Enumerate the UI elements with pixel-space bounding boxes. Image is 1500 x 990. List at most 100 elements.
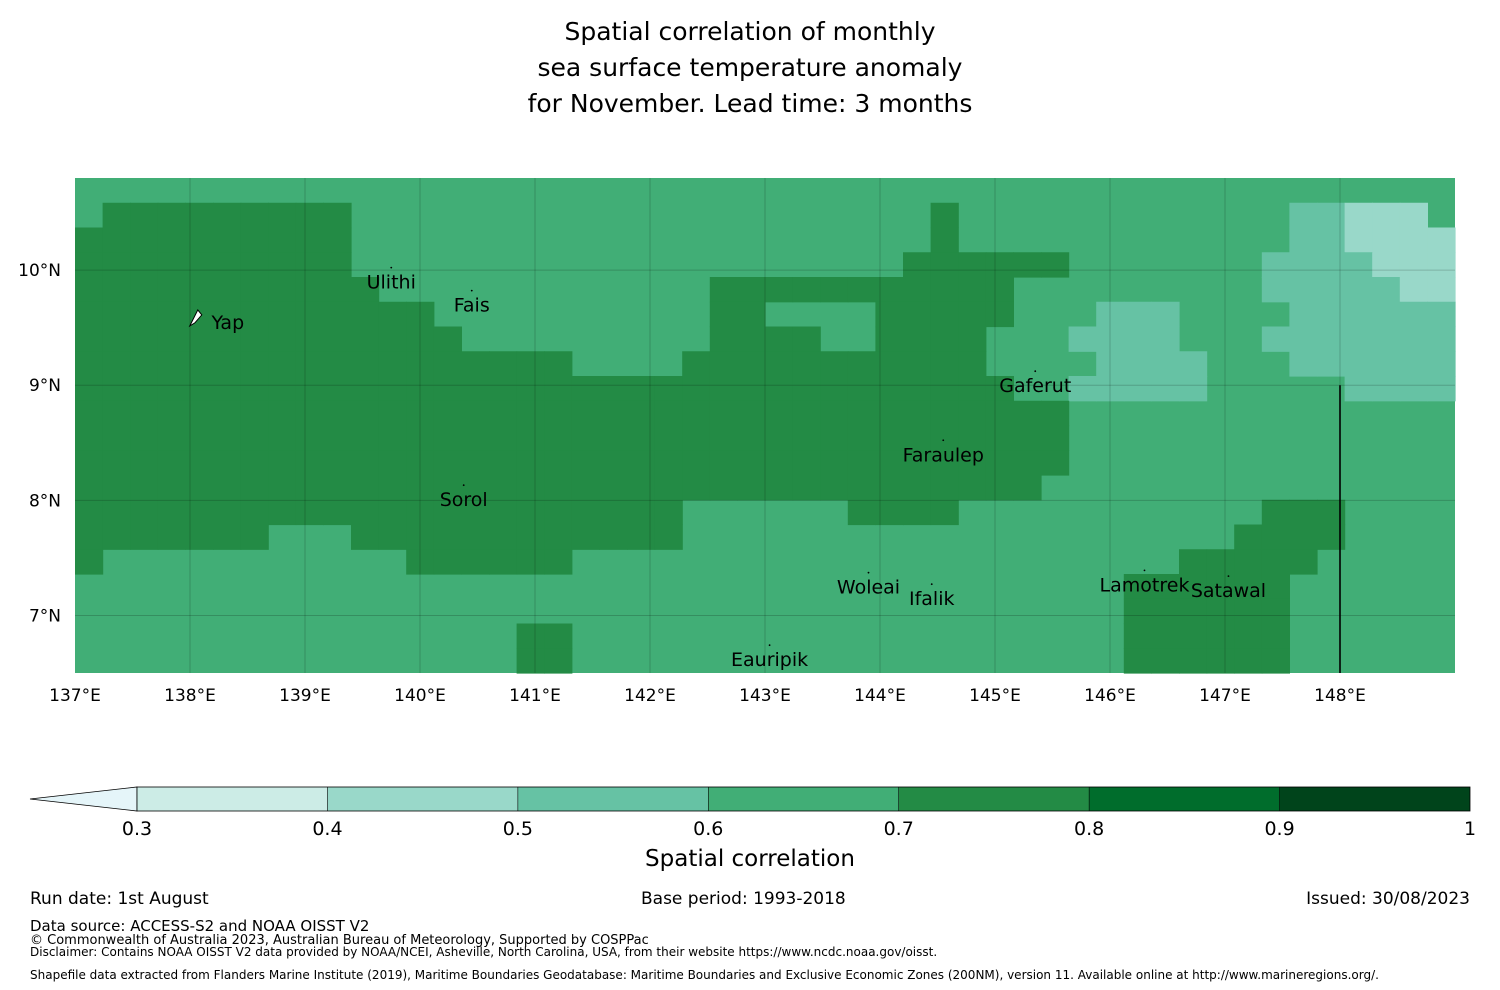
heatmap-cell	[1261, 574, 1290, 600]
heatmap-cell	[875, 499, 904, 526]
heatmap-cell	[1427, 376, 1456, 402]
heatmap-cell	[157, 450, 186, 476]
heatmap-cell	[1261, 648, 1290, 674]
heatmap-cell	[903, 326, 932, 352]
heatmap-cell	[903, 450, 932, 476]
heatmap-cell	[268, 202, 297, 229]
heatmap-cell	[737, 475, 766, 501]
heatmap-cell	[323, 301, 352, 328]
heatmap-cell	[130, 475, 159, 501]
heatmap-cell	[875, 475, 904, 501]
heatmap-cell	[130, 301, 159, 328]
lon-tick-label: 146°E	[1084, 686, 1136, 706]
heatmap-cell	[654, 425, 683, 451]
heatmap-cell	[378, 376, 407, 402]
heatmap-cell	[461, 400, 490, 427]
heatmap-cell	[820, 351, 849, 377]
heatmap-cell	[157, 351, 186, 377]
heatmap-cell	[240, 499, 269, 526]
heatmap-cell	[820, 400, 849, 427]
heatmap-cell	[378, 524, 407, 550]
lon-tick-label: 140°E	[394, 686, 446, 706]
data-source: Data source: ACCESS-S2 and NOAA OISST V2	[30, 917, 370, 935]
heatmap-cell	[903, 425, 932, 451]
heatmap-cell	[1261, 549, 1290, 575]
heatmap-cell	[461, 549, 490, 575]
heatmap-cell	[130, 499, 159, 526]
heatmap-cell	[1151, 326, 1180, 352]
island-dot	[1034, 370, 1037, 373]
heatmap-cell	[185, 227, 214, 253]
colorbar-tick-label: 0.4	[312, 818, 342, 840]
heatmap-cell	[323, 326, 352, 352]
heatmap-cell	[323, 351, 352, 377]
heatmap-cell	[903, 475, 932, 501]
heatmap-cell	[185, 202, 214, 229]
heatmap-cell	[1399, 202, 1428, 229]
heatmap-cell	[75, 301, 104, 328]
heatmap-cell	[1041, 425, 1070, 451]
heatmap-cell	[240, 202, 269, 229]
colorbar-tick-label: 0.3	[122, 818, 152, 840]
heatmap-cell	[1068, 326, 1097, 352]
heatmap-cell	[1399, 301, 1428, 328]
heatmap-cell	[544, 475, 573, 501]
heatmap-cell	[213, 524, 242, 550]
heatmap-cell	[737, 326, 766, 352]
heatmap-cell	[1206, 598, 1235, 625]
heatmap-cell	[1123, 301, 1152, 328]
heatmap-cell	[627, 499, 656, 526]
heatmap-cell	[75, 450, 104, 476]
heatmap-cell	[627, 400, 656, 427]
heatmap-cell	[958, 475, 987, 501]
heatmap-cell	[1289, 549, 1318, 575]
heatmap-cell	[654, 499, 683, 526]
heatmap-cell	[378, 450, 407, 476]
heatmap-cell	[930, 202, 959, 229]
heatmap-cell	[958, 376, 987, 402]
heatmap-cell	[378, 425, 407, 451]
heatmap-cell	[240, 252, 269, 278]
heatmap-cell	[323, 499, 352, 526]
heatmap-cell	[75, 475, 104, 501]
heatmap-cell	[130, 351, 159, 377]
heatmap-cell	[1206, 623, 1235, 649]
heatmap-cell	[240, 326, 269, 352]
heatmap-cell	[489, 351, 518, 377]
heatmap-cell	[295, 227, 324, 253]
heatmap-cell	[268, 400, 297, 427]
heatmap-cell	[709, 351, 738, 377]
heatmap-cell	[571, 400, 600, 427]
heatmap-cell	[930, 376, 959, 402]
heatmap-cell	[930, 326, 959, 352]
heatmap-cell	[1399, 326, 1428, 352]
heatmap-cell	[765, 326, 794, 352]
lat-tick-label: 7°N	[29, 606, 61, 626]
heatmap-cell	[599, 400, 628, 427]
heatmap-cell	[682, 425, 711, 451]
heatmap-cell	[295, 351, 324, 377]
island-dot	[390, 266, 393, 269]
heatmap-cell	[1261, 499, 1290, 526]
heatmap-cell	[1372, 376, 1401, 402]
heatmap-cell	[516, 623, 545, 649]
heatmap-cell	[682, 351, 711, 377]
heatmap-cell	[654, 376, 683, 402]
correlation-map: Ulithi Fais Yap Gaferut Faraulep Sorol Woleai I…	[18, 178, 1476, 840]
island-dot	[1227, 575, 1230, 578]
heatmap-cell	[295, 475, 324, 501]
heatmap-cell	[875, 376, 904, 402]
heatmap-cell	[847, 499, 876, 526]
heatmap-cell	[1344, 301, 1373, 328]
heatmap-cell	[157, 475, 186, 501]
place-label: Sorol	[440, 489, 488, 511]
heatmap-cell	[847, 475, 876, 501]
heatmap-cell	[157, 301, 186, 328]
heatmap-cell	[654, 450, 683, 476]
heatmap-cell	[378, 351, 407, 377]
lon-tick-label: 145°E	[969, 686, 1021, 706]
heatmap-cell	[323, 277, 352, 303]
heatmap-cell	[213, 351, 242, 377]
heatmap-cell	[157, 277, 186, 303]
heatmap-cell	[461, 499, 490, 526]
